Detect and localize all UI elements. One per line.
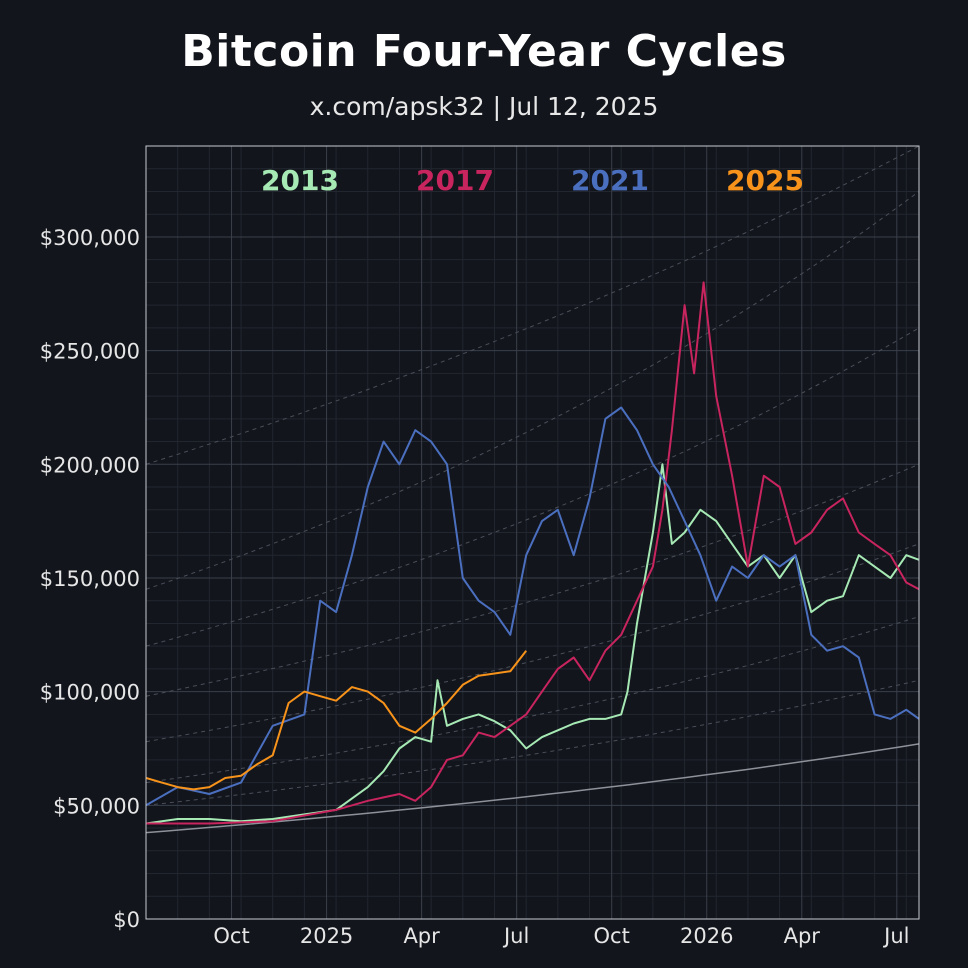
x-tick-label: Oct <box>594 924 630 948</box>
chart-subtitle: x.com/apsk32 | Jul 12, 2025 <box>309 92 659 121</box>
series-lines <box>146 281 919 825</box>
y-tick-label: $150,000 <box>40 567 140 591</box>
x-tick-label: 2025 <box>300 924 353 948</box>
series-line-2025 <box>146 650 527 791</box>
x-tick-label: 2026 <box>680 924 733 948</box>
y-tick-label: $0 <box>113 908 140 932</box>
series-line-2013 <box>146 463 919 825</box>
y-tick-label: $300,000 <box>40 226 140 250</box>
trend-line <box>146 191 919 590</box>
x-axis-ticks: Oct 2025 Apr Jul Oct 2026 Apr Jul <box>213 924 909 948</box>
legend-label-2021: 2021 <box>571 164 649 197</box>
x-tick-label: Apr <box>403 924 440 948</box>
trend-line <box>146 543 919 743</box>
x-tick-label: Apr <box>784 924 821 948</box>
legend-label-2017: 2017 <box>416 164 494 197</box>
trend-line <box>146 146 919 465</box>
series-line-2021 <box>146 406 919 807</box>
x-tick-label: Jul <box>502 924 529 948</box>
series-line-2017 <box>146 281 919 825</box>
y-tick-label: $50,000 <box>53 794 140 818</box>
y-tick-label: $250,000 <box>40 340 140 364</box>
x-tick-label: Oct <box>213 924 249 948</box>
y-tick-label: $200,000 <box>40 453 140 477</box>
legend-label-2025: 2025 <box>726 164 804 197</box>
chart-title: Bitcoin Four-Year Cycles <box>181 26 787 77</box>
plot-frame <box>145 145 920 920</box>
trend-line <box>146 463 919 697</box>
trend-line <box>146 327 919 647</box>
y-axis-ticks: $0 $50,000 $100,000 $150,000 $200,000 $250,00… <box>40 226 140 932</box>
legend: 2013 2017 2021 2025 <box>261 164 804 197</box>
x-tick-label: Jul <box>882 924 909 948</box>
trend-line <box>146 679 919 806</box>
trend-line <box>146 616 919 784</box>
y-tick-label: $100,000 <box>40 681 140 705</box>
legend-label-2013: 2013 <box>261 164 339 197</box>
